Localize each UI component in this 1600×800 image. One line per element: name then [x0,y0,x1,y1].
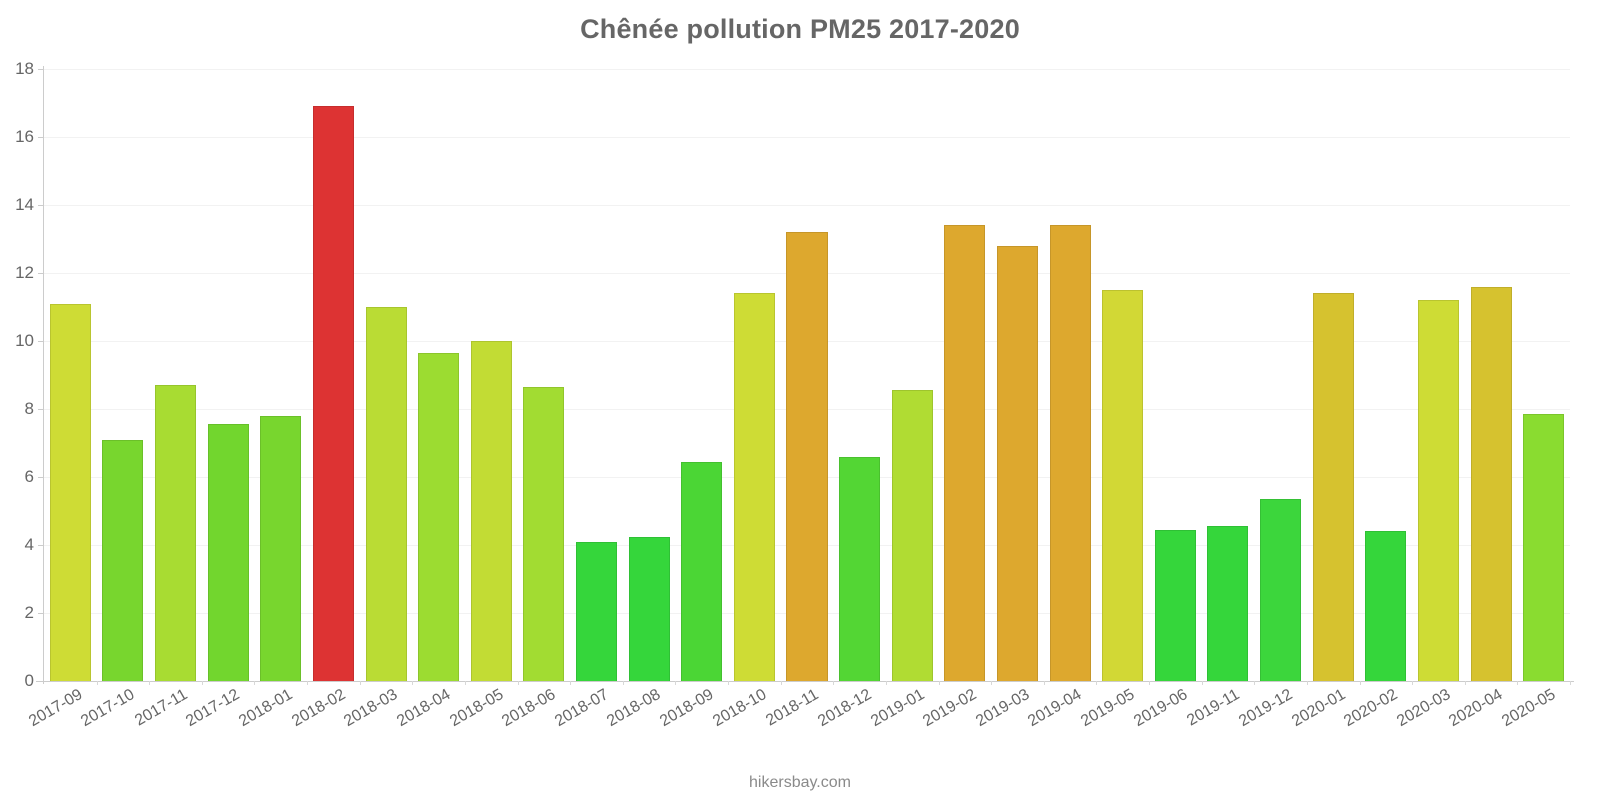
y-axis-tick-labels: 0 2 4 6 8 10 12 14 16 18 [0,0,44,800]
y-axis-tick-label: 12 [15,263,34,282]
bar-2018-11[interactable] [786,232,828,681]
x-axis-tick-mark [1306,681,1308,685]
x-axis-line [36,681,1574,682]
bar-2017-09[interactable] [49,303,91,681]
x-axis-tick-mark [885,681,887,685]
bar-2018-12[interactable] [839,456,881,681]
x-axis-tick-mark [1570,681,1571,685]
bar-2020-01[interactable] [1312,293,1354,681]
bar-2018-09[interactable] [681,461,723,681]
bar-2018-02[interactable] [312,106,354,681]
bar-2020-05[interactable] [1523,414,1565,681]
gridline [44,137,1570,138]
bar-2019-04[interactable] [1049,225,1091,681]
x-axis-tick-labels: 2017-09 2017-10 2017-11 2017-12 2018-01 2018-… [26,686,1570,786]
y-axis-tick-mark [38,69,44,70]
x-axis-tick-mark [1254,681,1256,685]
y-axis-tick-label: 10 [15,331,34,350]
y-axis-tick-mark [38,477,44,478]
bar-2019-03[interactable] [996,245,1038,681]
x-axis-tick-mark [96,681,98,685]
x-axis-tick-mark [1043,681,1045,685]
y-axis-line [43,66,44,684]
x-axis-tick-mark [1359,681,1361,685]
x-axis-tick-mark [359,681,361,685]
x-axis-tick-mark [1517,681,1519,685]
y-axis-tick-label: 4 [24,535,34,554]
y-axis-tick-label: 0 [24,671,34,690]
x-axis-tick-mark [1149,681,1151,685]
x-axis-tick-mark [517,681,519,685]
bar-2017-12[interactable] [207,424,249,681]
y-axis-tick-label: 18 [15,59,34,78]
x-axis-tick-mark [991,681,993,685]
x-axis-tick-mark [1412,681,1414,685]
y-axis-tick-label: 2 [24,603,34,622]
x-axis-tick-mark [1096,681,1098,685]
x-axis-tick-mark [149,681,151,685]
bar-2019-11[interactable] [1207,526,1249,681]
bar-2018-08[interactable] [628,536,670,681]
bar-2018-01[interactable] [260,415,302,681]
y-axis-tick-mark [38,341,44,342]
bar-2020-04[interactable] [1470,286,1512,681]
x-axis-tick-mark [675,681,677,685]
y-axis-tick-mark [38,545,44,546]
gridline [44,205,1570,206]
y-axis-tick-mark [38,409,44,410]
x-axis-tick-mark [728,681,730,685]
y-axis-tick-mark [38,137,44,138]
x-axis-tick-mark [412,681,414,685]
bar-2017-10[interactable] [102,439,144,681]
y-axis-tick-mark [38,205,44,206]
bar-2018-10[interactable] [733,293,775,681]
x-axis-tick-mark [833,681,835,685]
plot-area [44,69,1570,681]
y-axis-tick-label: 8 [24,399,34,418]
bar-2019-06[interactable] [1154,529,1196,681]
bar-2020-03[interactable] [1417,300,1459,681]
x-axis-tick-mark [1464,681,1466,685]
y-axis-tick-label: 16 [15,127,34,146]
x-axis-tick-mark [622,681,624,685]
x-axis-tick-mark [938,681,940,685]
bar-2019-02[interactable] [944,225,986,681]
chart-title: Chênée pollution PM25 2017-2020 [580,14,1020,44]
bar-2019-01[interactable] [891,390,933,681]
bar-2017-11[interactable] [155,385,197,681]
y-axis-tick-label: 14 [15,195,34,214]
bar-2018-03[interactable] [365,307,407,681]
source-watermark: hikersbay.com [749,774,851,791]
x-axis-tick-mark [307,681,309,685]
bar-2018-04[interactable] [418,352,460,681]
bar-2018-07[interactable] [575,541,618,681]
x-axis-tick-mark [201,681,203,685]
bar-2018-05[interactable] [470,341,512,681]
y-axis-tick-mark [38,613,44,614]
x-axis-tick-mark [780,681,782,685]
bar-2020-02[interactable] [1365,531,1407,681]
x-axis-tick-mark [1201,681,1203,685]
bar-2019-12[interactable] [1260,499,1302,681]
gridline [44,69,1570,70]
bar-2019-05[interactable] [1102,290,1144,681]
x-axis-tick-mark [254,681,256,685]
y-axis-tick-mark [38,273,44,274]
y-axis-tick-label: 6 [24,467,34,486]
x-axis-tick-mark [570,681,572,685]
bar-2018-06[interactable] [523,386,565,681]
x-axis-tick-mark [464,681,466,685]
